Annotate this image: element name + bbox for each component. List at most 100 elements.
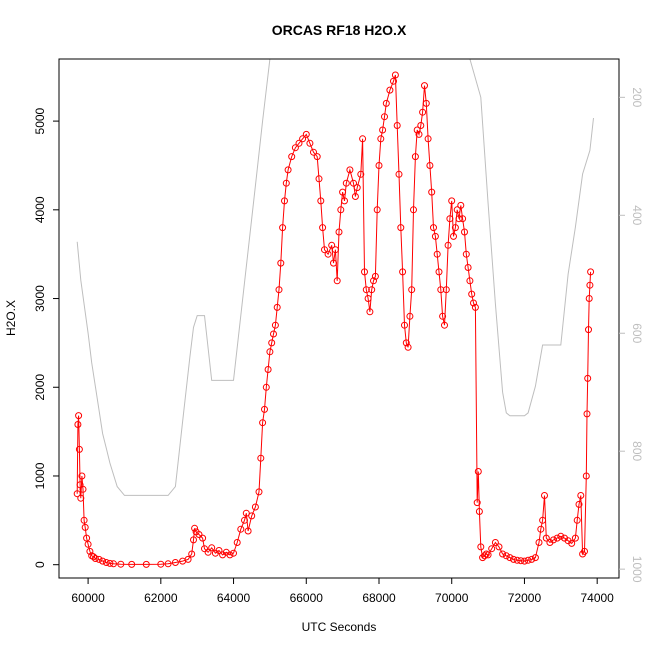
data-point xyxy=(91,555,99,562)
data-point xyxy=(470,299,477,307)
data-point xyxy=(73,490,81,498)
right-axis-series-line xyxy=(76,59,594,496)
data-point xyxy=(586,281,594,289)
data-point xyxy=(557,532,565,540)
data-series-line xyxy=(76,74,592,565)
y-tick-label: 4000 xyxy=(33,196,47,223)
data-point xyxy=(521,557,528,565)
data-point xyxy=(80,516,88,524)
data-point xyxy=(335,228,343,236)
data-point xyxy=(466,277,474,285)
data-point xyxy=(255,488,263,496)
data-point xyxy=(415,130,423,138)
data-point xyxy=(419,108,427,116)
data-point xyxy=(86,547,94,555)
data-point xyxy=(230,549,237,557)
data-point xyxy=(553,534,561,542)
data-point xyxy=(424,135,432,143)
data-point xyxy=(386,86,394,94)
data-point xyxy=(575,500,583,508)
x-tick-label: 62000 xyxy=(144,591,178,605)
y-axis-label: H2O.X xyxy=(4,300,18,336)
data-point xyxy=(90,553,97,561)
data-point xyxy=(531,554,539,562)
data-point xyxy=(77,494,85,502)
right-axis-series-layer xyxy=(76,59,594,496)
data-point xyxy=(83,534,91,542)
data-point xyxy=(275,286,283,294)
data-point xyxy=(277,259,285,267)
data-point xyxy=(321,246,328,254)
data-point xyxy=(402,339,410,347)
y-tick-label: 0 xyxy=(33,561,47,568)
data-point xyxy=(84,540,92,548)
data-point xyxy=(439,312,447,320)
data-point xyxy=(537,525,545,533)
data-point xyxy=(430,224,437,232)
y-tick-label: 2000 xyxy=(33,374,47,401)
data-point xyxy=(259,419,267,427)
data-point xyxy=(270,330,277,338)
data-point xyxy=(541,492,548,499)
data-point xyxy=(587,268,595,276)
data-point xyxy=(342,179,350,187)
data-point xyxy=(237,525,245,533)
right-axis: 200 400 600 800 1000 xyxy=(619,87,644,583)
data-point xyxy=(524,556,532,564)
right-tick-label: 200 xyxy=(630,87,644,107)
data-point xyxy=(382,99,390,107)
data-point xyxy=(399,268,407,276)
x-tick-label: 72000 xyxy=(508,591,542,605)
x-tick-label: 68000 xyxy=(362,591,396,605)
data-point xyxy=(226,551,234,559)
data-point xyxy=(404,343,412,351)
data-point xyxy=(397,224,405,232)
x-tick-label: 64000 xyxy=(217,591,251,605)
right-tick-label: 400 xyxy=(630,205,644,225)
data-point xyxy=(481,552,488,560)
data-point xyxy=(379,126,387,134)
plot-frame xyxy=(58,58,620,579)
data-point xyxy=(370,277,377,285)
data-point xyxy=(585,295,593,302)
data-point xyxy=(171,559,179,566)
data-point xyxy=(581,547,588,555)
data-point xyxy=(264,366,272,373)
data-point xyxy=(331,246,339,254)
data-point xyxy=(117,560,125,568)
data-point xyxy=(195,531,203,538)
data-point xyxy=(281,197,288,205)
data-point xyxy=(204,548,212,556)
data-point xyxy=(582,472,590,480)
data-point xyxy=(381,113,388,121)
y-tick-label: 3000 xyxy=(33,285,47,312)
data-point xyxy=(391,71,399,79)
right-tick-label: 600 xyxy=(630,323,644,343)
data-point xyxy=(261,405,268,413)
data-point xyxy=(577,492,585,499)
data-point xyxy=(282,179,290,187)
data-point xyxy=(371,272,379,280)
data-point xyxy=(333,277,341,285)
data-point xyxy=(191,524,199,532)
data-point xyxy=(585,326,592,334)
data-point xyxy=(362,286,370,294)
data-point xyxy=(401,321,408,329)
data-point xyxy=(190,536,197,544)
data-point xyxy=(471,303,479,311)
data-point xyxy=(81,523,89,531)
data-point xyxy=(310,148,317,156)
data-point xyxy=(410,206,417,214)
data-point xyxy=(201,545,208,553)
data-point xyxy=(244,527,252,535)
data-point xyxy=(299,135,307,143)
x-tick-label: 60000 xyxy=(71,591,105,605)
data-point xyxy=(431,232,439,240)
right-tick-label: 800 xyxy=(630,441,644,461)
data-point xyxy=(359,135,367,143)
data-point xyxy=(317,197,325,205)
data-point xyxy=(413,126,421,134)
data-point xyxy=(461,228,468,236)
chart-title: ORCAS RF18 H2O.X xyxy=(272,22,407,38)
